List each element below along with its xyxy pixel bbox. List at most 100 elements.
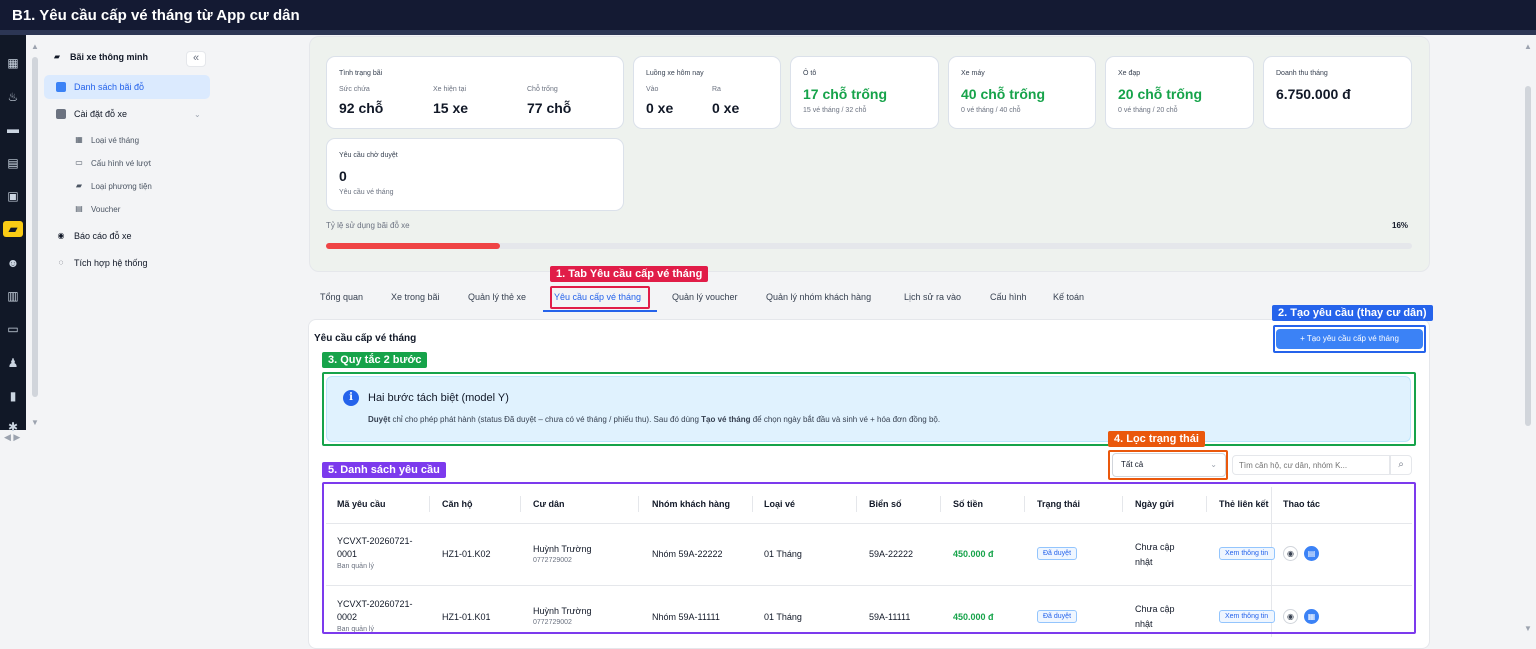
annotation-label-create: 2. Tạo yêu cầu (thay cư dân) [1272, 305, 1433, 321]
status-card-title: Tình trạng bãi [339, 70, 383, 77]
main-scroll-thumb[interactable] [1525, 86, 1531, 426]
users-icon[interactable]: ☻ [6, 256, 20, 270]
request-code: YCVXT-20260721- [337, 536, 413, 546]
sidebar-item-parking-settings[interactable]: Cài đặt đỗ xe ⌄ [44, 102, 210, 126]
tab-monthly-ticket-requests[interactable]: Yêu cầu cấp vé tháng [554, 292, 642, 302]
sidebar-item-system-integration[interactable]: ◌ Tích hợp hệ thống [44, 251, 210, 275]
traffic-card-title: Luồng xe hôm nay [646, 70, 704, 77]
sent-date-line2: nhật [1135, 619, 1153, 629]
tab-overview[interactable]: Tổng quan [320, 292, 364, 302]
grid-icon[interactable]: ▦ [1304, 609, 1319, 624]
report-icon: ◉ [57, 231, 65, 240]
office-icon[interactable]: ▥ [7, 289, 19, 303]
briefcase-icon[interactable]: ▣ [7, 189, 19, 203]
status-filter-value: Tất cả [1121, 460, 1144, 469]
tools-icon[interactable]: ♨ [7, 90, 19, 104]
annotation-label-list: 5. Danh sách yêu cầu [322, 462, 446, 478]
sent-date: Chưa cập [1135, 604, 1175, 614]
main-scrollbar[interactable] [1523, 42, 1533, 632]
chat-icon[interactable]: ▬ [7, 122, 19, 136]
horizontal-scroll-arrows-icon[interactable]: ◀ ▶ [4, 432, 21, 442]
topbar-divider [0, 30, 1536, 35]
sidebar-item-label: Báo cáo đỗ xe [74, 231, 132, 241]
store-icon[interactable]: ▭ [7, 322, 19, 336]
status-filter-select[interactable]: Tất cả ⌄ [1112, 453, 1226, 477]
icon-rail: ▦ ♨ ▬ ▤ ▣ ▰ ☻ ▥ ▭ ♟ ▮ ✱ [0, 35, 26, 434]
col-header-actions: Thao tác [1283, 499, 1321, 509]
building-icon[interactable]: ▦ [7, 56, 19, 70]
view-eye-icon[interactable]: ◉ [1283, 609, 1298, 624]
search-input[interactable] [1232, 455, 1390, 475]
out-value: 0 xe [712, 100, 740, 116]
capacity-label: Sức chứa [339, 86, 370, 93]
annotation-box-tab [550, 286, 650, 309]
bicycle-card: Xe đạp 20 chỗ trống 0 vé tháng / 20 chỗ [1105, 56, 1254, 129]
document-icon[interactable]: ▤ [7, 156, 19, 170]
view-card-info-link[interactable]: Xem thông tin [1219, 610, 1275, 623]
column-divider [940, 496, 941, 512]
amount: 450.000 đ [953, 612, 994, 622]
sidebar-scrollbar[interactable] [32, 43, 38, 403]
annotation-label-filter: 4. Lọc trạng thái [1108, 431, 1205, 447]
car-icon[interactable]: ▰ [3, 221, 23, 237]
sidebar-subitem-ticket-config[interactable]: ▭ Cấu hình vé lượt [74, 158, 151, 168]
create-request-button[interactable]: + Tạo yêu cầu cấp vé tháng [1276, 329, 1423, 349]
column-divider [429, 496, 430, 512]
tab-entry-history[interactable]: Lịch sử ra vào [904, 292, 962, 302]
tab-vehicles-in-lot[interactable]: Xe trong bãi [391, 292, 440, 302]
info-icon: i [343, 390, 359, 406]
sidebar-subitem-voucher[interactable]: ▤ Voucher [74, 204, 120, 214]
request-code-suffix: 0002 [337, 612, 358, 622]
chevron-down-icon: ⌄ [194, 109, 201, 119]
column-divider [1206, 496, 1207, 512]
column-divider [752, 496, 753, 512]
info-text-part: chỉ cho phép phát hành (status Đã duyệt … [390, 415, 702, 424]
status-card: Tình trạng bãi Sức chứa 92 chỗ Xe hiện t… [326, 56, 624, 129]
chart-icon[interactable]: ▮ [9, 389, 17, 403]
col-header-amount: Số tiền [953, 499, 984, 509]
sidebar-scroll-thumb[interactable] [32, 57, 38, 397]
current-label: Xe hiện tại [433, 86, 467, 93]
tab-card-management[interactable]: Quản lý thẻ xe [468, 292, 527, 302]
panel-title: Yêu cầu cấp vé tháng [314, 333, 417, 344]
sidebar-item-parking-list[interactable]: Danh sách bãi đỗ [44, 75, 210, 99]
settings-icon[interactable]: ✱ [7, 420, 19, 434]
sidebar-subitem-monthly-ticket-types[interactable]: ▦ Loại vé tháng [74, 135, 139, 145]
tab-voucher-management[interactable]: Quản lý voucher [672, 292, 738, 302]
view-card-info-link[interactable]: Xem thông tin [1219, 547, 1275, 560]
sticky-column-divider [1271, 487, 1272, 637]
scroll-up-arrow-icon[interactable]: ▲ [31, 42, 39, 51]
row-divider [326, 585, 1412, 586]
pending-value: 0 [339, 168, 347, 184]
sidebar-subitem-label: Cấu hình vé lượt [91, 158, 151, 168]
pending-sub: Yêu cầu vé tháng [339, 189, 394, 196]
main-scroll-up-icon[interactable]: ▲ [1524, 42, 1532, 51]
car-icon: ▰ [53, 52, 61, 61]
voucher-icon: ▤ [75, 204, 83, 213]
tab-accounting[interactable]: Kế toán [1053, 292, 1085, 302]
info-text-part: để chọn ngày bắt đầu và sinh vé + hóa đơ… [750, 415, 941, 424]
ticket-icon: ▭ [75, 158, 83, 167]
apartment: HZ1-01.K02 [442, 549, 491, 559]
annotation-box-list [322, 482, 1416, 634]
revenue-card-title: Doanh thu tháng [1276, 70, 1328, 77]
tab-configuration[interactable]: Cấu hình [990, 292, 1027, 302]
sidebar-item-parking-reports[interactable]: ◉ Báo cáo đỗ xe [44, 224, 210, 248]
resident-phone: 0772729002 [533, 619, 572, 626]
sidebar-subitem-vehicle-types[interactable]: ▰ Loại phương tiện [74, 181, 152, 191]
tab-customer-groups[interactable]: Quản lý nhóm khách hàng [766, 292, 872, 302]
sidebar: ▰ Bãi xe thông minh « Danh sách bãi đỗ C… [44, 44, 216, 304]
view-eye-icon[interactable]: ◉ [1283, 546, 1298, 561]
search-icon[interactable]: ⌕ [1390, 455, 1412, 475]
usage-progress-bar [326, 243, 1412, 249]
main-scroll-down-icon[interactable]: ▼ [1524, 624, 1532, 633]
scroll-down-arrow-icon[interactable]: ▼ [31, 418, 39, 427]
column-divider [856, 496, 857, 512]
document-icon[interactable]: ▤ [1304, 546, 1319, 561]
person-icon[interactable]: ♟ [7, 356, 19, 370]
motorbike-free-value: 40 chỗ trống [961, 86, 1046, 102]
collapse-sidebar-button[interactable]: « [186, 51, 206, 67]
integration-icon: ◌ [58, 258, 64, 267]
header-divider [326, 523, 1412, 524]
annotation-label-tab: 1. Tab Yêu cầu cấp vé tháng [550, 266, 709, 282]
